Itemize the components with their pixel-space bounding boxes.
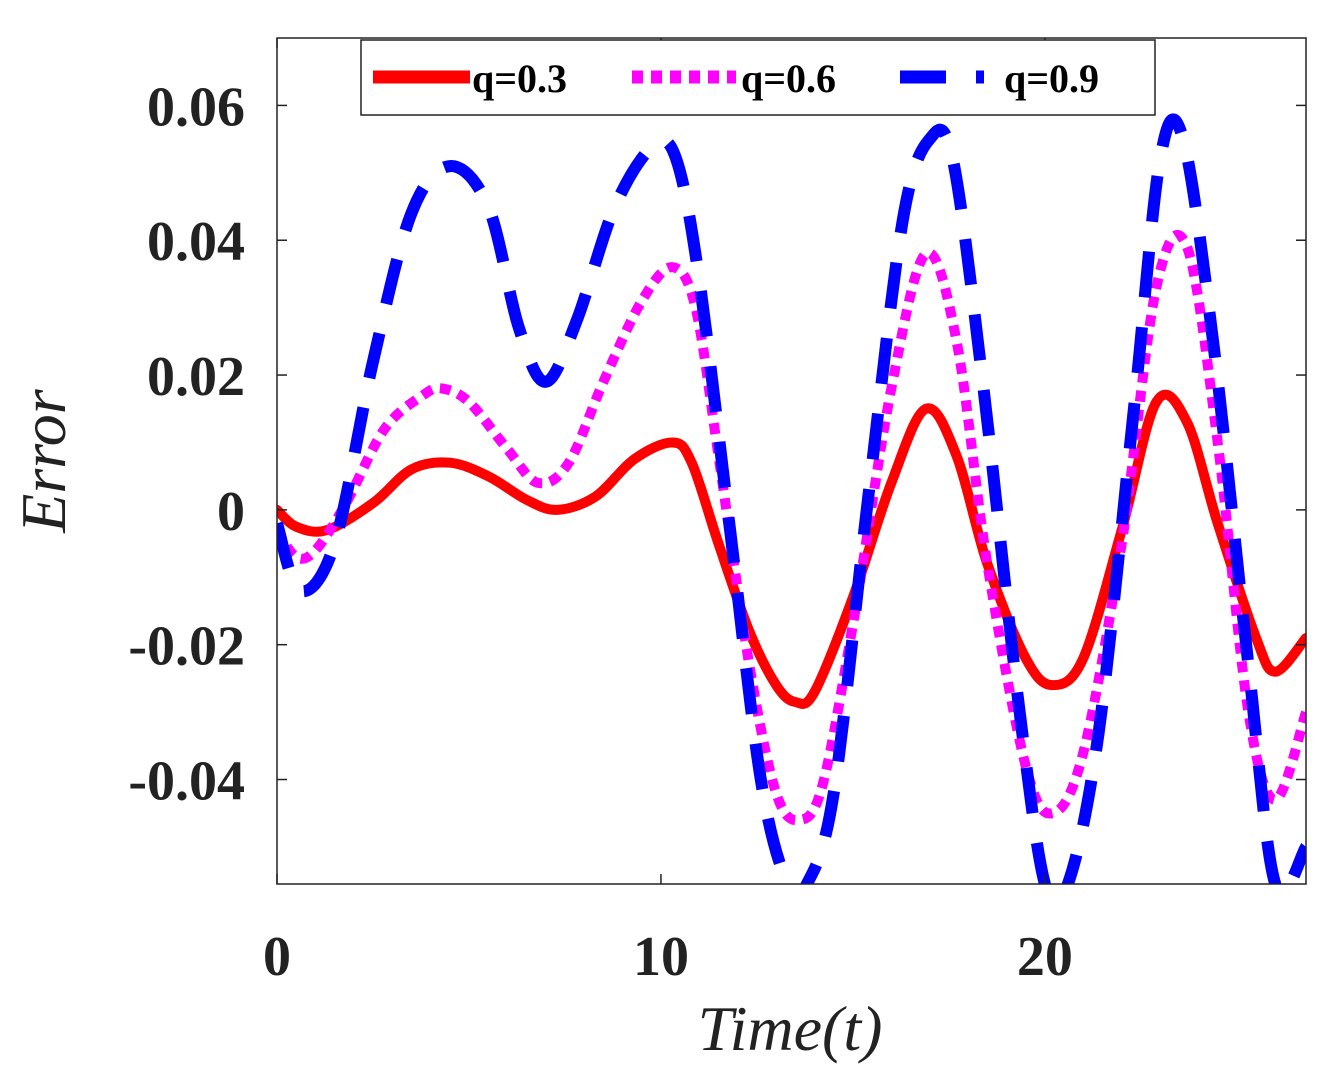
x-tick-label: 0	[263, 926, 291, 988]
y-tick-labels: -0.04 -0.02 0 0.02 0.04 0.06	[128, 76, 245, 812]
x-tick-labels: 0 10 20	[263, 926, 1073, 988]
y-tick-label: 0.06	[147, 76, 245, 138]
series-line-q09	[277, 113, 1306, 884]
y-tick-label: 0	[217, 481, 245, 543]
y-axis-title: Error	[8, 388, 79, 534]
x-tick-label: 20	[1017, 926, 1073, 988]
series-layer	[277, 113, 1306, 884]
y-tick-label: 0.04	[147, 211, 245, 273]
legend-box	[360, 39, 1156, 116]
legend: q=0.3 q=0.6 q=0.9	[360, 39, 1156, 116]
legend-label-q09: q=0.9	[1004, 56, 1099, 101]
series-line-q03	[277, 389, 1306, 709]
y-tick-label: -0.04	[128, 751, 245, 813]
plot-frame	[276, 37, 1307, 885]
legend-label-q03: q=0.3	[472, 56, 567, 101]
y-tick-label: -0.02	[128, 616, 245, 678]
series-line-q06	[277, 229, 1306, 826]
x-axis-title: Time(t)	[698, 993, 883, 1064]
legend-label-q06: q=0.6	[741, 56, 836, 101]
x-tick-label: 10	[633, 926, 689, 988]
y-tick-label: 0.02	[147, 346, 245, 408]
